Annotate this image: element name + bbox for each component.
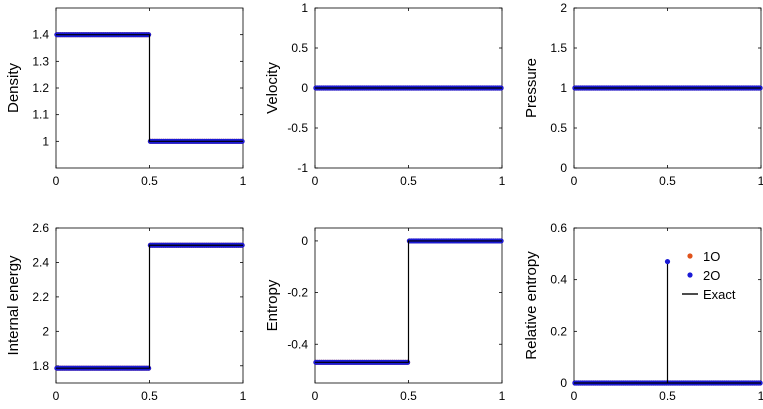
legend-label: 2O xyxy=(703,268,720,283)
x-tick-label: 0 xyxy=(312,174,319,188)
x-tick-label: 0.5 xyxy=(141,174,158,188)
y-tick-label: 0.4 xyxy=(550,273,567,287)
x-tick-label: 0 xyxy=(53,174,60,188)
exact-solution-line xyxy=(56,244,243,369)
y-axis-label: Entropy xyxy=(264,279,281,331)
y-tick-label: 1.4 xyxy=(32,28,49,42)
y-tick-label: 1 xyxy=(301,1,308,15)
subplot-6: 0 0.5 1 0 0.2 0.4 0.6 Relative entropy 1O 2O Exact xyxy=(523,221,763,403)
subplot-2: 0 0.5 1 -1 -0.5 0 0.5 1 Velocity xyxy=(264,1,506,188)
subplot-5: 0 0.5 1 -0.4 -0.2 0 Entropy xyxy=(264,227,506,403)
y-tick-label: 2.2 xyxy=(32,290,49,304)
y-axis-label: Internal energy xyxy=(5,255,22,356)
legend-label: 1O xyxy=(703,249,720,264)
data-marker xyxy=(664,258,671,265)
y-tick-label: 0.5 xyxy=(291,41,308,55)
marker-series xyxy=(313,85,504,91)
y-tick-label: 0 xyxy=(301,234,308,248)
y-tick-label: -0.4 xyxy=(287,337,308,351)
exact-solution-line xyxy=(56,34,243,142)
subplot-1: 0 0.5 1 1 1.1 1.2 1.3 1.4 Density xyxy=(5,7,247,188)
y-tick-label: 1 xyxy=(560,81,567,95)
legend: 1O 2O Exact xyxy=(682,249,736,302)
exact-solution-line xyxy=(315,240,502,363)
x-tick-label: 1 xyxy=(240,174,247,188)
y-tick-label: 2 xyxy=(560,1,567,15)
y-tick-label: 0.5 xyxy=(550,121,567,135)
y-tick-label: 0 xyxy=(560,161,567,175)
y-tick-label: -0.5 xyxy=(287,121,308,135)
x-tick-label: 1 xyxy=(240,389,247,403)
legend-label: Exact xyxy=(703,287,736,302)
y-tick-label: 1.8 xyxy=(32,359,49,373)
y-tick-label: -0.2 xyxy=(287,286,308,300)
y-tick-label: -1 xyxy=(297,161,308,175)
y-axis-label: Velocity xyxy=(264,62,281,114)
x-tick-label: 0 xyxy=(571,389,578,403)
x-tick-label: 1 xyxy=(758,389,763,403)
x-tick-label: 0 xyxy=(53,389,60,403)
y-tick-label: 0.2 xyxy=(550,324,567,338)
y-tick-label: 1.3 xyxy=(32,54,49,68)
y-axis-label: Density xyxy=(5,62,22,113)
subplot-3: 0 0.5 1 0 0.5 1 1.5 2 Pressure xyxy=(523,1,763,188)
y-tick-label: 1 xyxy=(42,134,49,148)
x-tick-label: 0 xyxy=(312,389,319,403)
x-tick-label: 1 xyxy=(499,389,506,403)
x-tick-label: 0.5 xyxy=(659,174,676,188)
y-tick-label: 2.6 xyxy=(32,221,49,235)
x-tick-label: 1 xyxy=(758,174,763,188)
legend-marker xyxy=(687,272,693,278)
y-tick-label: 1.1 xyxy=(32,108,49,122)
legend-marker xyxy=(687,253,693,259)
y-tick-label: 0 xyxy=(301,81,308,95)
x-tick-label: 0.5 xyxy=(400,389,417,403)
y-tick-label: 1.5 xyxy=(550,41,567,55)
x-tick-label: 0.5 xyxy=(659,389,676,403)
exact-solution-line xyxy=(574,261,761,384)
x-tick-label: 0 xyxy=(571,174,578,188)
y-tick-label: 1.2 xyxy=(32,81,49,95)
x-tick-label: 1 xyxy=(499,174,506,188)
y-tick-label: 0 xyxy=(560,376,567,390)
x-tick-label: 0.5 xyxy=(141,389,158,403)
marker-series xyxy=(572,85,763,91)
subplot-4: 0 0.5 1 1.8 2 2.2 2.4 2.6 Internal energy xyxy=(5,221,247,403)
y-axis-label: Pressure xyxy=(523,58,540,118)
y-tick-label: 2 xyxy=(42,324,49,338)
y-tick-label: 0.6 xyxy=(550,221,567,235)
y-tick-label: 2.4 xyxy=(32,255,49,269)
y-axis-label: Relative entropy xyxy=(523,251,540,360)
x-tick-label: 0.5 xyxy=(400,174,417,188)
